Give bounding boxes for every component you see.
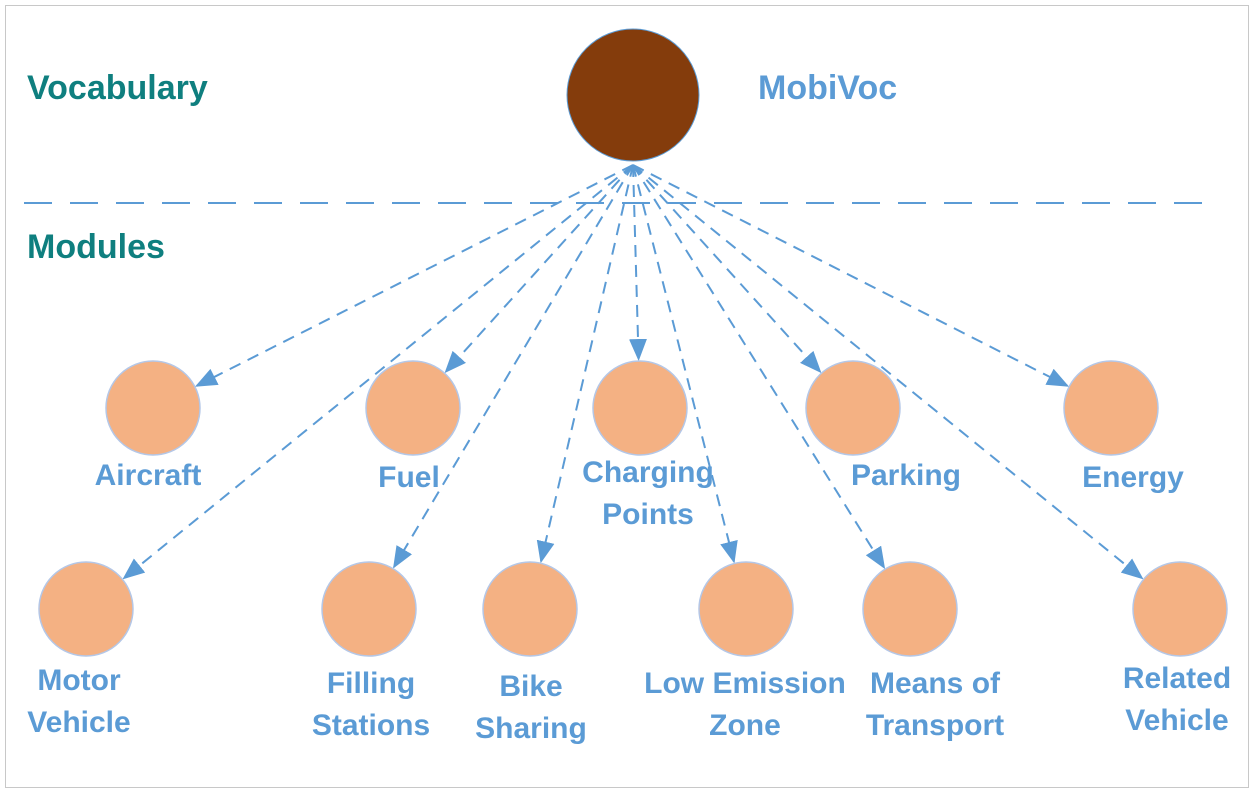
parking-label: Parking [851, 459, 961, 492]
mobivoc-node [566, 28, 700, 162]
motor-vehicle-label: Motor Vehicle [27, 664, 130, 739]
arrow-to-charging-points [629, 164, 648, 362]
arrow-to-low-emission-zone [632, 164, 738, 564]
energy-label-line: Energy [1082, 461, 1184, 494]
related-vehicle-node [1132, 561, 1228, 657]
diagram-frame [5, 5, 1249, 788]
motor-vehicle-node [38, 561, 134, 657]
mobivoc-label: MobiVoc [758, 69, 897, 107]
fuel-label: Fuel [378, 461, 440, 494]
filling-stations-node [321, 561, 417, 657]
arrow-to-related-vehicle [632, 164, 1144, 580]
means-of-transport-label-line: Transport [866, 709, 1004, 742]
means-of-transport-node [862, 561, 958, 657]
parking-node [805, 360, 901, 456]
low-emission-zone-label: Low Emission Zone [644, 667, 846, 742]
means-of-transport-label-line: Means of [870, 667, 1001, 700]
charging-points-label-line: Points [602, 498, 694, 531]
low-emission-zone-node [698, 561, 794, 657]
arrow-to-energy [632, 164, 1070, 387]
filling-stations-label-line: Filling [327, 667, 415, 700]
modules-layer: Aircraft Fuel Charging Points Parking Energy M… [27, 360, 1231, 745]
fuel-label-line: Fuel [378, 461, 440, 494]
energy-label: Energy [1082, 461, 1184, 494]
aircraft-label-line: Aircraft [95, 459, 202, 492]
bike-sharing-node [482, 561, 578, 657]
parking-label-line: Parking [851, 459, 961, 492]
arrow-to-aircraft [194, 164, 634, 387]
vocabulary-section-label: Vocabulary [27, 69, 208, 107]
arrow-to-motor-vehicle [122, 164, 634, 580]
related-vehicle-label-line: Vehicle [1125, 704, 1228, 737]
arrow-to-filling-stations [393, 164, 634, 569]
means-of-transport-label: Means of Transport [866, 667, 1004, 742]
motor-vehicle-label-line: Motor [37, 664, 121, 697]
modules-section-label: Modules [27, 228, 165, 266]
motor-vehicle-label-line: Vehicle [27, 706, 130, 739]
related-vehicle-label-line: Related [1123, 662, 1231, 695]
bike-sharing-label: Bike Sharing [475, 670, 587, 745]
low-emission-zone-label-line: Low Emission [644, 667, 846, 700]
aircraft-label: Aircraft [95, 459, 202, 492]
filling-stations-label-line: Stations [312, 709, 430, 742]
arrow-to-bike-sharing [536, 164, 634, 564]
charging-points-label: Charging Points [582, 456, 714, 531]
arrow-to-parking [632, 164, 822, 374]
bike-sharing-label-line: Bike [499, 670, 562, 703]
charging-points-node [592, 360, 688, 456]
filling-stations-label: Filling Stations [312, 667, 430, 742]
energy-node [1063, 360, 1159, 456]
low-emission-zone-label-line: Zone [709, 709, 781, 742]
arrows-layer [122, 164, 1144, 580]
aircraft-node [105, 360, 201, 456]
related-vehicle-label: Related Vehicle [1123, 662, 1231, 737]
arrow-to-fuel [444, 164, 634, 374]
charging-points-label-line: Charging [582, 456, 714, 489]
fuel-node [365, 360, 461, 456]
bike-sharing-label-line: Sharing [475, 712, 587, 745]
